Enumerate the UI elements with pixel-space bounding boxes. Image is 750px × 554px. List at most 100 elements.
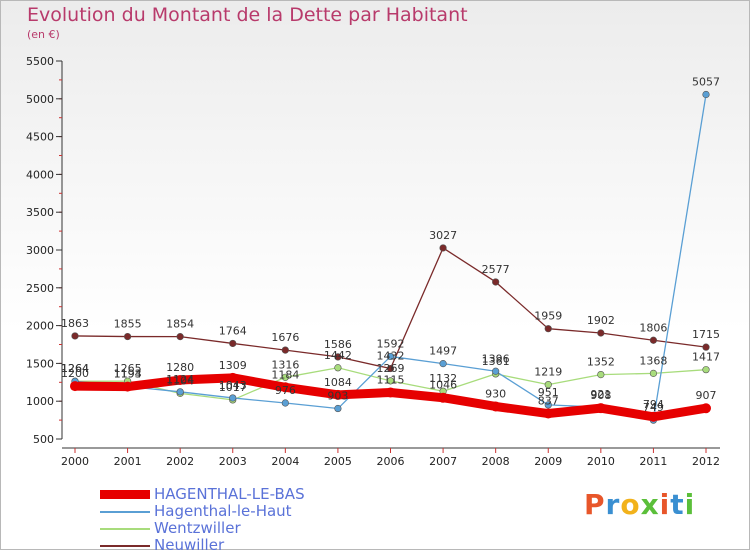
x-tick-label: 2000 — [61, 455, 89, 468]
data-label: 976 — [275, 384, 296, 397]
data-label: 1902 — [587, 314, 615, 327]
x-tick-label: 2004 — [271, 455, 299, 468]
data-label: 1676 — [271, 331, 299, 344]
data-label: 1959 — [534, 310, 562, 323]
data-point — [70, 381, 80, 392]
legend-swatch — [100, 490, 150, 499]
data-label: 1184 — [271, 368, 299, 381]
data-point — [281, 346, 289, 354]
legend-swatch — [100, 527, 150, 530]
data-label: 1361 — [482, 355, 510, 368]
data-point — [334, 404, 342, 413]
x-tick-label: 2005 — [324, 455, 352, 468]
data-point — [544, 325, 552, 333]
x-tick-label: 2002 — [166, 455, 194, 468]
x-tick-label: 2006 — [377, 455, 405, 468]
data-label: 908 — [590, 389, 611, 402]
y-tick-label: 5000 — [26, 93, 54, 106]
data-point — [386, 377, 395, 385]
data-label: 1586 — [324, 338, 352, 351]
data-label: 1264 — [61, 362, 89, 375]
data-point — [544, 381, 552, 389]
data-point — [386, 364, 395, 373]
data-label: 2577 — [482, 263, 510, 276]
data-point — [280, 382, 291, 393]
data-label: 1417 — [692, 351, 720, 364]
logo-letter: o — [620, 488, 641, 521]
data-label: 921 — [590, 388, 611, 401]
x-tick-label: 2007 — [429, 455, 457, 468]
data-label: 1200 — [61, 367, 89, 380]
y-tick-label: 3000 — [26, 244, 54, 257]
data-label: 1863 — [61, 317, 89, 330]
logo-letter: P — [584, 488, 606, 521]
data-label: 1269 — [377, 362, 405, 375]
data-point — [544, 401, 552, 409]
legend-item: Wentzwiller — [100, 520, 305, 537]
data-point — [439, 244, 447, 252]
x-tick-label: 2010 — [587, 455, 615, 468]
data-label: 1084 — [324, 376, 352, 389]
data-point — [71, 332, 79, 340]
data-label: 1309 — [219, 359, 247, 372]
unit-label: (en €) — [27, 28, 60, 41]
data-point — [227, 372, 238, 383]
chart-title: Evolution du Montant de la Dette par Hab… — [27, 4, 468, 26]
data-label: 1352 — [587, 356, 615, 369]
data-point — [229, 339, 237, 348]
data-point — [595, 403, 606, 414]
x-tick-label: 2011 — [639, 455, 667, 468]
legend-swatch — [100, 544, 150, 547]
data-point — [229, 394, 237, 402]
y-tick-label: 2500 — [26, 282, 54, 295]
data-point — [334, 364, 342, 372]
data-label: 930 — [485, 387, 506, 400]
legend-label: HAGENTHAL-LE-BAS — [154, 485, 305, 503]
data-point — [334, 353, 342, 361]
data-point — [597, 329, 605, 337]
data-point — [702, 343, 710, 351]
data-label: 1104 — [166, 374, 194, 387]
data-label: 1432 — [377, 350, 405, 363]
x-tick-label: 2001 — [114, 455, 142, 468]
x-tick-label: 2003 — [219, 455, 247, 468]
data-label: 1855 — [114, 318, 142, 331]
data-point — [490, 401, 501, 412]
data-point — [439, 360, 447, 368]
logo-letter: i — [659, 488, 671, 521]
data-label: 1124 — [166, 373, 194, 386]
data-point — [649, 369, 658, 377]
logo-letter: t — [670, 488, 685, 521]
line-chart: 500 1000 1500 2000 2500 3000 3500 4000 4500 5000 5… — [26, 55, 720, 468]
data-point — [122, 381, 133, 392]
data-label: 749 — [643, 401, 664, 414]
data-label: 1497 — [429, 345, 457, 358]
y-tick-label: 5500 — [26, 55, 54, 68]
data-label: 1043 — [219, 379, 247, 392]
legend-label: Hagenthal-le-Haut — [154, 502, 292, 520]
logo-letter: x — [640, 488, 660, 521]
x-tick-label: 2008 — [482, 455, 510, 468]
y-tick-label: 2000 — [26, 320, 54, 333]
data-label: 837 — [538, 395, 559, 408]
y-tick-label: 4500 — [26, 131, 54, 144]
x-tick-label: 2009 — [534, 455, 562, 468]
y-tick-label: 3500 — [26, 206, 54, 219]
data-label: 1442 — [324, 349, 352, 362]
data-label: 1017 — [219, 381, 247, 394]
legend: HAGENTHAL-LE-BAS Hagenthal-le-Haut Wentz… — [100, 486, 305, 554]
data-label: 794 — [643, 398, 664, 411]
data-label: 3027 — [429, 229, 457, 242]
logo-letter: r — [605, 488, 621, 521]
proxiti-logo: Proxiti — [584, 488, 695, 521]
data-label: 1806 — [639, 321, 667, 334]
data-label: 1264 — [61, 362, 89, 375]
data-point — [176, 388, 184, 396]
data-point — [492, 367, 500, 375]
data-point — [701, 403, 711, 414]
data-label: 1715 — [692, 328, 720, 341]
data-point — [123, 332, 132, 341]
data-label: 1592 — [377, 337, 405, 350]
data-label: 1265 — [114, 362, 142, 375]
y-tick-label: 1000 — [26, 395, 54, 408]
